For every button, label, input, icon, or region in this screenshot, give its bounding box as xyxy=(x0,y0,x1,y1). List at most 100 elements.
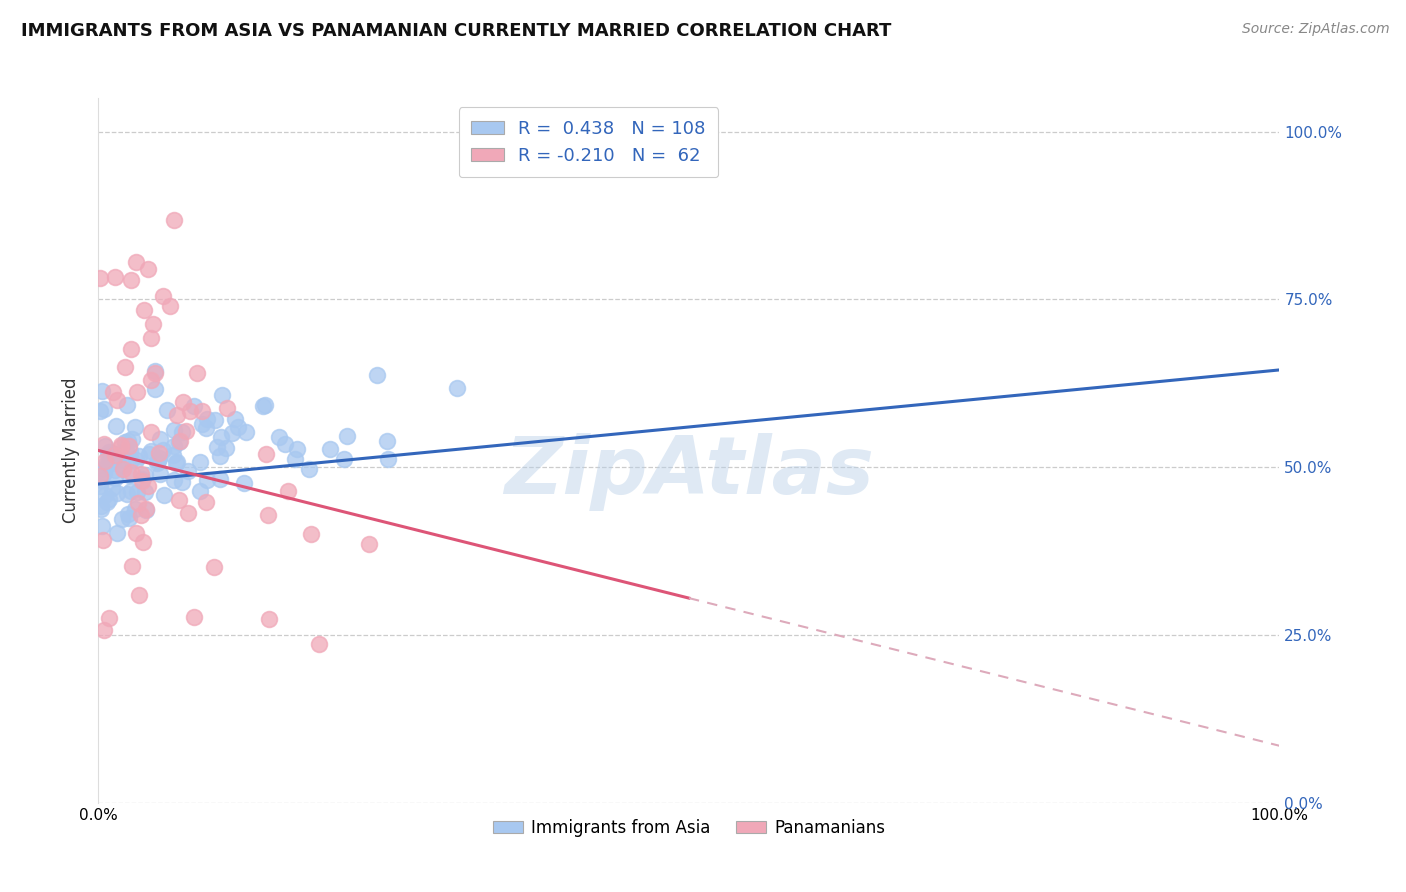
Point xyxy=(183,610,205,624)
Point xyxy=(105,526,128,541)
Point xyxy=(121,432,143,446)
Point xyxy=(253,398,276,412)
Point xyxy=(143,366,166,380)
Point xyxy=(177,506,200,520)
Point xyxy=(336,429,359,443)
Point xyxy=(91,533,114,547)
Point xyxy=(129,508,152,523)
Point xyxy=(103,453,125,467)
Point xyxy=(131,474,153,488)
Point xyxy=(235,425,257,439)
Point xyxy=(93,437,115,451)
Point xyxy=(117,434,139,448)
Point xyxy=(165,456,187,470)
Point xyxy=(111,462,134,476)
Point xyxy=(163,473,186,487)
Point xyxy=(149,467,172,481)
Point xyxy=(170,425,193,439)
Point xyxy=(257,508,280,522)
Point xyxy=(120,484,142,499)
Point xyxy=(163,423,186,437)
Point xyxy=(377,452,399,467)
Point xyxy=(134,302,156,317)
Y-axis label: Currently Married: Currently Married xyxy=(62,377,80,524)
Point xyxy=(105,393,128,408)
Point xyxy=(211,388,233,402)
Point xyxy=(104,470,127,484)
Point xyxy=(101,446,124,460)
Point xyxy=(139,425,162,439)
Point xyxy=(195,473,218,487)
Point xyxy=(125,255,148,269)
Point xyxy=(104,448,127,462)
Point xyxy=(112,458,135,472)
Point xyxy=(118,467,141,482)
Legend: Immigrants from Asia, Panamanians: Immigrants from Asia, Panamanians xyxy=(486,813,891,844)
Point xyxy=(217,401,239,416)
Point xyxy=(139,373,162,387)
Point xyxy=(89,469,111,483)
Point xyxy=(97,455,120,469)
Point xyxy=(97,611,120,625)
Point xyxy=(117,507,139,521)
Point xyxy=(114,360,136,375)
Point xyxy=(91,519,114,533)
Point xyxy=(142,317,165,331)
Point xyxy=(127,496,149,510)
Point xyxy=(100,450,122,465)
Point xyxy=(333,452,356,467)
Point xyxy=(166,455,188,469)
Point xyxy=(152,288,174,302)
Point xyxy=(319,442,342,457)
Point xyxy=(366,368,388,383)
Point xyxy=(105,486,128,500)
Point xyxy=(166,408,188,422)
Point xyxy=(186,366,208,380)
Point xyxy=(146,454,169,468)
Point xyxy=(120,343,142,357)
Point xyxy=(96,495,118,509)
Point xyxy=(148,433,170,447)
Point xyxy=(163,213,186,227)
Point xyxy=(163,439,186,453)
Point xyxy=(209,472,232,486)
Point xyxy=(107,453,129,467)
Point xyxy=(91,384,114,398)
Point xyxy=(105,419,128,434)
Point xyxy=(124,420,146,434)
Point xyxy=(195,412,218,426)
Point xyxy=(128,449,150,463)
Point xyxy=(308,637,330,651)
Point xyxy=(155,403,177,417)
Point xyxy=(153,487,176,501)
Point xyxy=(93,462,115,476)
Point xyxy=(128,588,150,602)
Point xyxy=(104,270,127,285)
Point xyxy=(104,447,127,461)
Point xyxy=(179,404,201,418)
Point xyxy=(89,479,111,493)
Point xyxy=(204,413,226,427)
Point xyxy=(134,467,156,482)
Point xyxy=(188,455,211,469)
Point xyxy=(125,526,148,541)
Point xyxy=(177,464,200,478)
Point xyxy=(114,434,136,449)
Point xyxy=(89,270,111,285)
Point xyxy=(125,452,148,467)
Point xyxy=(129,467,152,482)
Point xyxy=(146,456,169,470)
Point xyxy=(194,495,217,509)
Point xyxy=(267,430,290,444)
Point xyxy=(148,446,170,460)
Point xyxy=(143,382,166,396)
Point xyxy=(111,511,134,525)
Point xyxy=(127,484,149,499)
Point xyxy=(94,457,117,471)
Point xyxy=(214,442,236,456)
Point xyxy=(138,447,160,461)
Point xyxy=(277,483,299,498)
Point xyxy=(94,439,117,453)
Point xyxy=(120,453,142,467)
Point xyxy=(298,461,321,475)
